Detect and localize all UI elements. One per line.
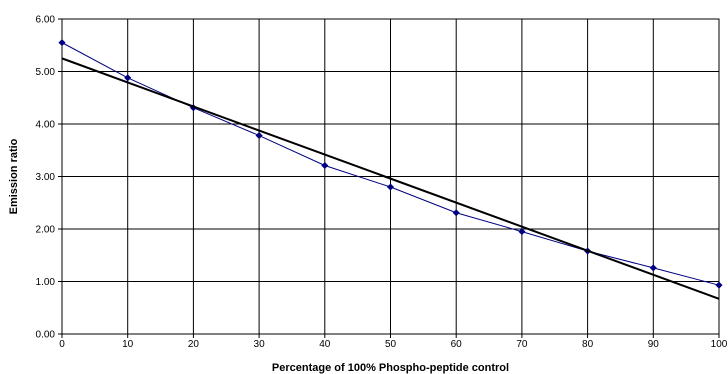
x-tick-label: 30	[254, 339, 266, 350]
data-point	[255, 132, 263, 140]
tick-labels: 0 10 20 30 40 50 60 70 80 90 100 0.00 1.00 2.00 3.00 4.…	[36, 15, 728, 351]
x-tick-label: 50	[385, 339, 397, 350]
y-tick-label: 3.00	[36, 172, 56, 183]
y-tick-label: 0.00	[36, 330, 56, 341]
y-tick-label: 2.00	[36, 225, 56, 236]
y-tick-label: 6.00	[36, 15, 56, 26]
trendline	[61, 57, 720, 300]
x-tick-label: 60	[451, 339, 463, 350]
data-point	[518, 228, 526, 236]
y-tick-label: 1.00	[36, 277, 56, 288]
plot-frame	[61, 18, 720, 335]
x-axis-title: Percentage of 100% Phospho-peptide contr…	[272, 362, 509, 374]
x-tick-label: 40	[319, 339, 331, 350]
data-point	[58, 39, 66, 47]
x-tick-label: 100	[711, 339, 728, 350]
grid	[61, 18, 720, 335]
y-axis-title: Emission ratio	[8, 138, 20, 214]
y-tick-label: 4.00	[36, 120, 56, 131]
x-tick-label: 0	[59, 339, 65, 350]
x-tick-label: 70	[516, 339, 528, 350]
data-point	[649, 264, 657, 272]
data-point	[124, 74, 132, 82]
y-tick-label: 5.00	[36, 67, 56, 78]
axes	[58, 18, 720, 338]
data-point	[321, 161, 329, 170]
data-point	[715, 281, 723, 289]
x-tick-label: 80	[582, 339, 594, 350]
x-tick-label: 20	[188, 339, 200, 350]
data-point	[452, 209, 460, 217]
x-tick-label: 10	[122, 339, 134, 350]
x-tick-label: 90	[648, 339, 660, 350]
data-point	[386, 183, 395, 191]
